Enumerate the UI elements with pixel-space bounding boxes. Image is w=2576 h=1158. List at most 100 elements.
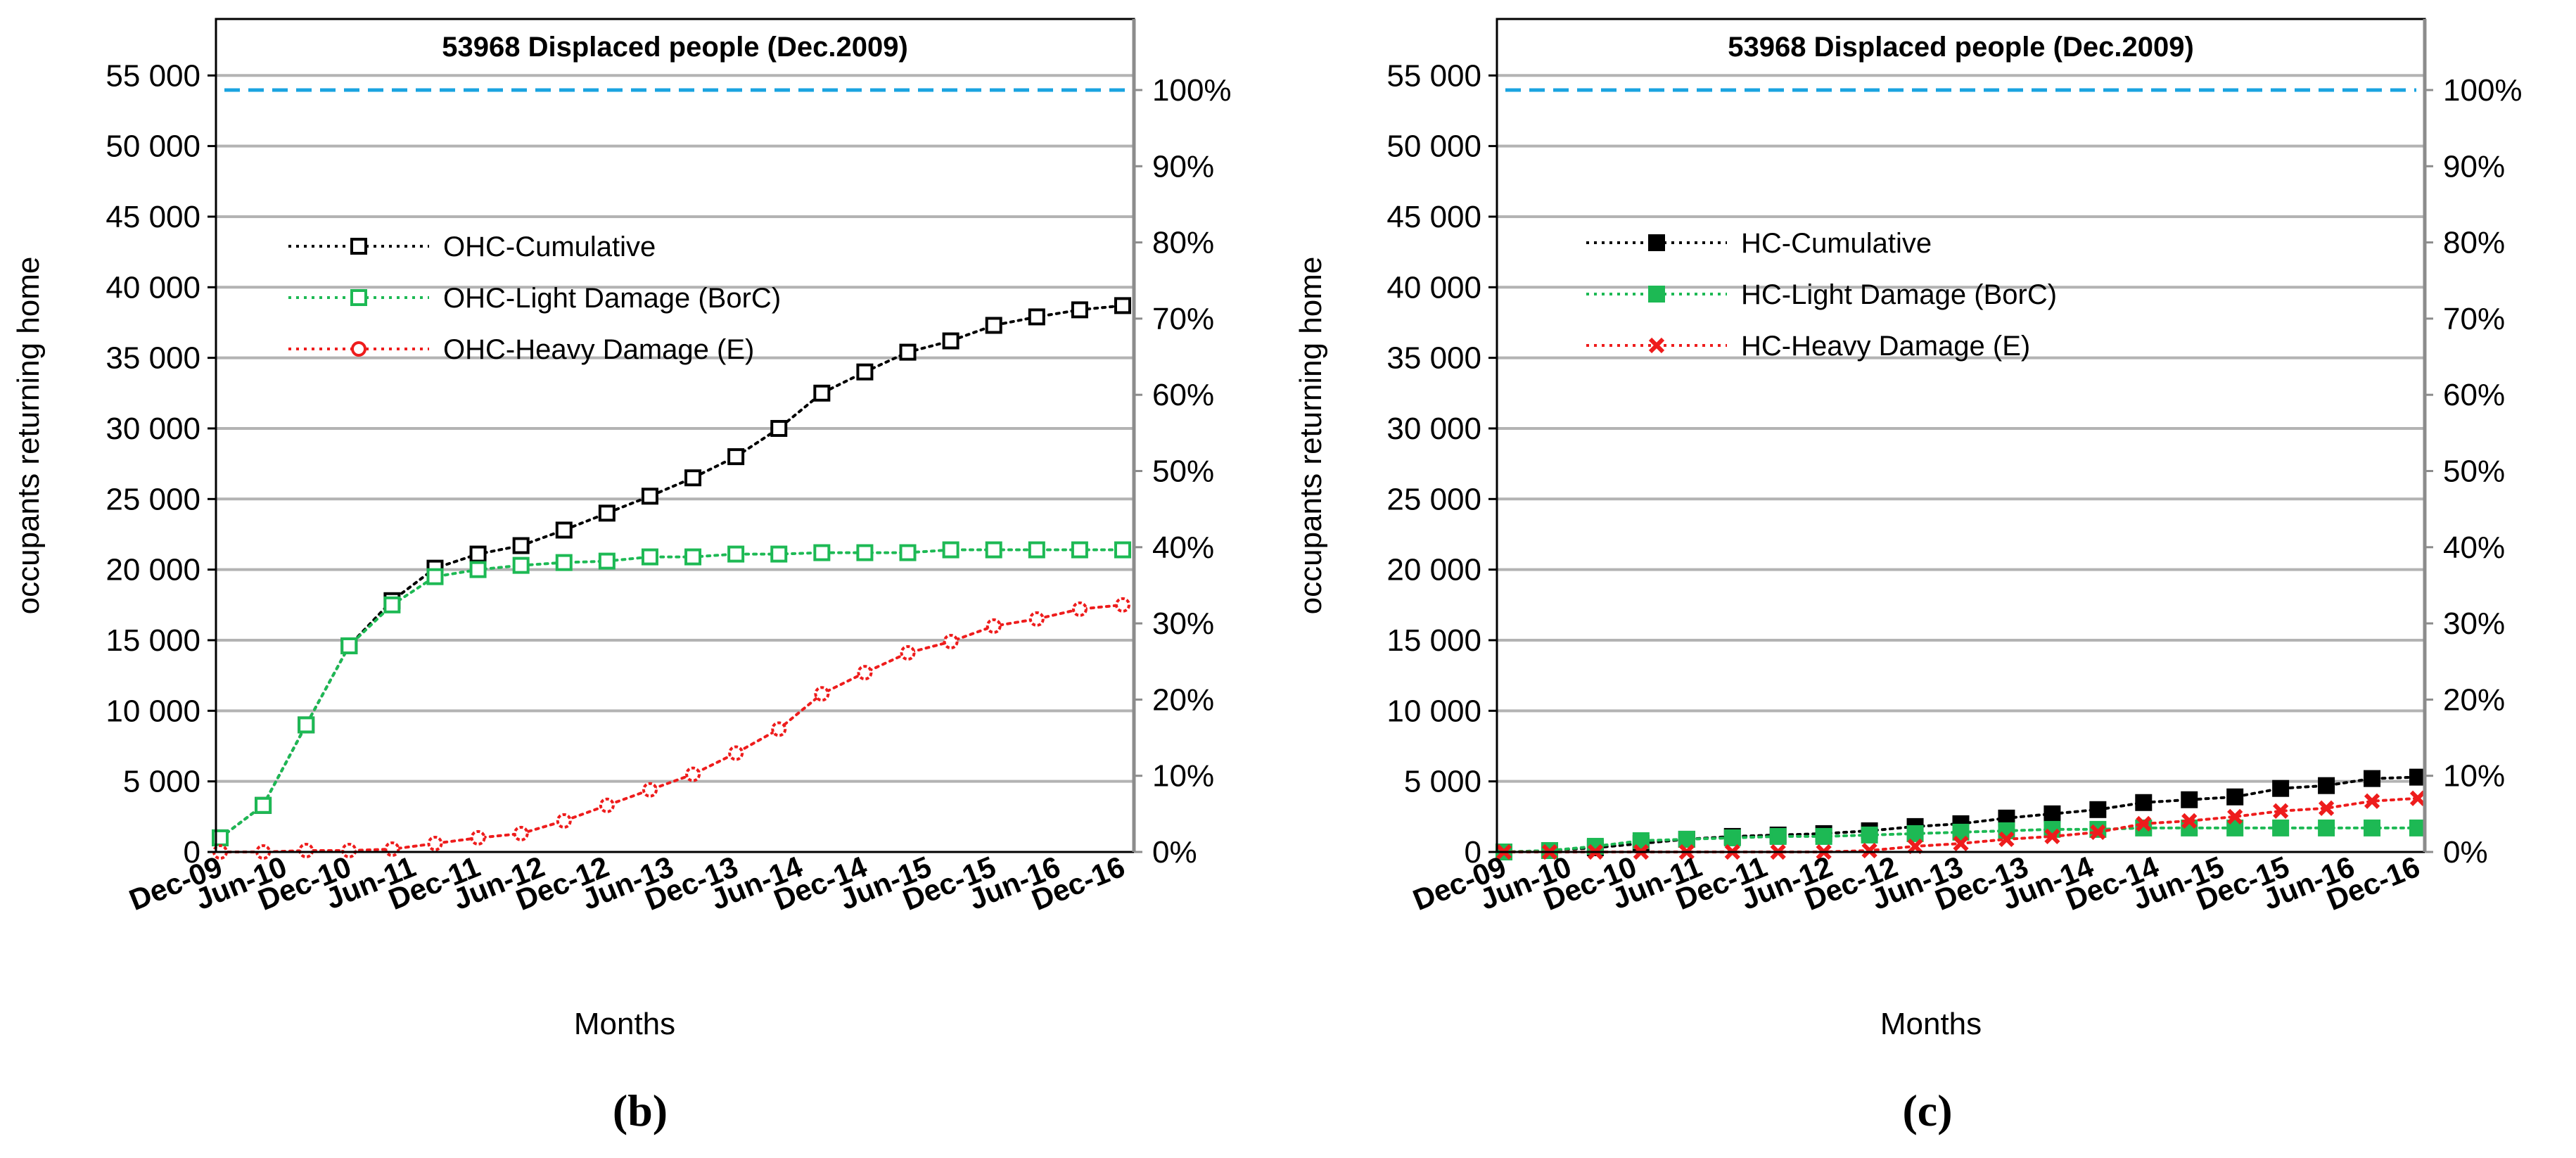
panel-label: (c) [1902, 1086, 1952, 1135]
y2-tick-label: 70% [2443, 302, 2505, 336]
y-tick-label: 5 000 [123, 765, 200, 799]
panel-label: (b) [613, 1086, 668, 1135]
y-tick-label: 35 000 [106, 341, 200, 376]
data-point-light [512, 556, 530, 574]
y-tick-label: 25 000 [106, 482, 200, 516]
data-point-cumulative [2409, 768, 2426, 786]
data-point-light [985, 541, 1002, 559]
data-point-heavy [1907, 838, 1923, 855]
y2-tick-label: 10% [2443, 759, 2505, 794]
data-point-heavy [2181, 813, 2198, 829]
x-axis-title: Months [574, 1007, 675, 1041]
y-tick-label: 50 000 [1386, 129, 1481, 164]
data-point-heavy [900, 645, 916, 661]
data-point-light [340, 637, 358, 655]
data-point-heavy [1028, 611, 1045, 627]
data-point-heavy [556, 813, 572, 829]
data-point-cumulative [1114, 297, 1131, 314]
data-point-cumulative [727, 448, 745, 466]
legend-item-cumulative: OHC-Cumulative [288, 231, 656, 262]
data-point-light [1769, 827, 1787, 845]
y2-tick-label: 50% [1152, 454, 1214, 488]
legend-label: HC-Light Damage (BorC) [1741, 279, 2057, 310]
y-axis-title: occupants returning home [1294, 257, 1328, 615]
data-point-heavy [513, 825, 529, 841]
data-point-cumulative [2318, 777, 2335, 794]
data-point-heavy [943, 633, 959, 649]
data-point-heavy [2364, 793, 2380, 809]
y2-tick-label: 100% [2443, 73, 2523, 108]
y-tick-label: 55 000 [106, 58, 200, 93]
y-tick-label: 15 000 [1386, 623, 1481, 658]
data-point-light [2318, 819, 2335, 836]
data-point-cumulative [2089, 801, 2107, 818]
legend-label: OHC-Light Damage (BorC) [443, 283, 781, 314]
y-tick-label: 40 000 [1386, 270, 1481, 305]
data-point-light [426, 568, 444, 585]
data-point-light [2409, 819, 2426, 836]
y2-tick-label: 80% [1152, 226, 1214, 260]
y-tick-label: 30 000 [1386, 412, 1481, 446]
data-point-light [684, 548, 702, 566]
data-point-light [469, 561, 487, 578]
data-point-light [942, 541, 959, 559]
data-point-light [2226, 819, 2244, 836]
data-point-light [813, 544, 831, 561]
y-tick-label: 20 000 [106, 553, 200, 587]
data-point-heavy [1998, 831, 2015, 848]
data-point-heavy [728, 745, 744, 761]
data-point-light [1632, 832, 1650, 849]
data-point-light [598, 552, 616, 570]
data-point-heavy [1071, 601, 1088, 617]
data-point-cumulative [985, 317, 1002, 334]
y-tick-label: 35 000 [1386, 341, 1481, 376]
y2-tick-label: 90% [2443, 149, 2505, 184]
y2-tick-label: 70% [1152, 302, 1214, 336]
data-point-light [899, 544, 917, 561]
data-point-cumulative [899, 343, 917, 361]
data-point-cumulative [813, 384, 831, 402]
data-point-heavy [814, 686, 830, 702]
y2-tick-label: 100% [1152, 73, 1232, 108]
y2-tick-label: 60% [2443, 378, 2505, 412]
y-tick-label: 45 000 [1386, 200, 1481, 234]
y2-tick-label: 60% [1152, 378, 1214, 412]
legend-marker [1648, 234, 1665, 251]
legend-marker [1648, 286, 1665, 303]
data-point-heavy [1953, 835, 1969, 852]
data-point-heavy [2090, 824, 2106, 841]
data-point-cumulative [1071, 301, 1088, 319]
y-tick-label: 0 [184, 835, 200, 870]
legend: OHC-Cumulative OHC-Light Damage (BorC) OHC… [288, 231, 781, 365]
data-point-light [1815, 827, 1832, 845]
data-point-heavy [427, 835, 443, 851]
y2-tick-label: 30% [2443, 606, 2505, 641]
data-point-heavy [2044, 828, 2060, 845]
legend-label: OHC-Heavy Damage (E) [443, 334, 754, 365]
data-point-heavy [470, 829, 486, 846]
data-point-light [1114, 541, 1131, 559]
data-point-light [856, 544, 874, 561]
y-tick-label: 25 000 [1386, 482, 1481, 516]
y2-tick-label: 30% [1152, 606, 1214, 641]
data-point-cumulative [942, 332, 959, 350]
legend-marker [350, 289, 367, 306]
y2-tick-label: 0% [1152, 835, 1197, 870]
data-point-heavy [2227, 808, 2243, 825]
data-point-light [2272, 819, 2290, 836]
data-point-heavy [599, 797, 615, 813]
y2-tick-label: 0% [2443, 835, 2488, 870]
y-tick-label: 0 [1465, 835, 1481, 870]
y-tick-label: 15 000 [106, 623, 200, 658]
data-point-heavy [298, 842, 314, 858]
data-point-heavy [642, 782, 658, 798]
legend-item-light: OHC-Light Damage (BorC) [288, 283, 781, 314]
y-tick-label: 50 000 [106, 129, 200, 164]
data-point-heavy [2136, 815, 2152, 832]
data-point-heavy [341, 842, 357, 858]
data-point-cumulative [684, 469, 702, 487]
data-point-heavy [986, 618, 1002, 634]
data-point-cumulative [2364, 770, 2381, 787]
y2-tick-label: 10% [1152, 759, 1214, 794]
data-point-light [555, 554, 573, 571]
